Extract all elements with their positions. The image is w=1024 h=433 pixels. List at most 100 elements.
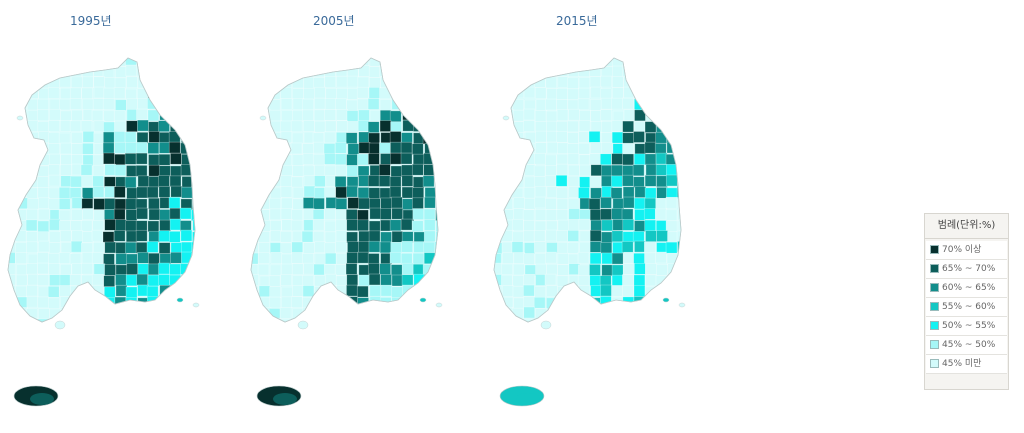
region-cell bbox=[302, 143, 315, 155]
region-cell bbox=[147, 274, 160, 287]
region-cell bbox=[600, 242, 613, 254]
region-cell bbox=[251, 176, 260, 188]
region-cell bbox=[568, 108, 580, 121]
region-cell bbox=[148, 121, 160, 134]
region-cell bbox=[368, 87, 381, 99]
korea-map-2005 bbox=[250, 57, 443, 407]
region-cell bbox=[334, 142, 347, 154]
region-cell bbox=[258, 317, 270, 322]
region-cell bbox=[148, 131, 161, 143]
region-cell bbox=[37, 262, 49, 275]
region-cell bbox=[26, 87, 39, 99]
region-cell bbox=[347, 241, 359, 253]
region-cell bbox=[60, 164, 72, 176]
region-cell bbox=[37, 220, 50, 233]
region-cell bbox=[556, 88, 568, 100]
region-cell bbox=[269, 187, 282, 200]
region-cell bbox=[8, 58, 16, 67]
region-cell bbox=[612, 76, 624, 88]
region-cell bbox=[280, 154, 292, 167]
region-cell bbox=[93, 76, 105, 89]
region-cell bbox=[502, 174, 514, 187]
region-cell bbox=[257, 88, 270, 100]
region-cell bbox=[494, 108, 502, 121]
region-cell bbox=[578, 307, 591, 320]
region-cell bbox=[104, 163, 117, 176]
region-cell bbox=[502, 131, 515, 144]
region-cell bbox=[412, 187, 425, 199]
region-cell bbox=[190, 76, 195, 89]
region-cell bbox=[280, 208, 293, 220]
region-cell bbox=[125, 198, 138, 211]
region-cell bbox=[578, 154, 591, 167]
region-cell bbox=[103, 87, 116, 100]
region-cell bbox=[291, 252, 304, 264]
region-cell bbox=[633, 285, 646, 297]
region-cell bbox=[412, 208, 425, 220]
region-cell bbox=[181, 275, 194, 288]
region-cell bbox=[633, 274, 646, 287]
region-cell bbox=[191, 98, 195, 110]
region-cell bbox=[8, 208, 17, 220]
region-cell bbox=[557, 142, 569, 155]
region-cell bbox=[523, 86, 536, 99]
region-cell bbox=[335, 318, 348, 322]
region-cell bbox=[158, 99, 170, 112]
region-cell bbox=[523, 186, 536, 199]
region-cell bbox=[170, 165, 182, 178]
region-cell bbox=[677, 164, 681, 177]
legend-label-45-50: 45% ~ 50% bbox=[942, 340, 996, 350]
region-cell bbox=[25, 231, 38, 243]
region-cell bbox=[92, 175, 105, 188]
region-cell bbox=[412, 197, 424, 210]
region-cell bbox=[600, 164, 613, 177]
region-cell bbox=[611, 175, 623, 188]
region-cell bbox=[655, 197, 668, 210]
region-cell bbox=[589, 153, 602, 166]
small-island bbox=[419, 297, 427, 303]
region-cell bbox=[534, 76, 546, 88]
region-cell bbox=[251, 77, 259, 90]
region-cell bbox=[258, 209, 270, 221]
region-cell bbox=[611, 296, 624, 309]
region-cell bbox=[546, 88, 559, 100]
region-cell bbox=[434, 77, 438, 89]
region-cell bbox=[677, 264, 681, 277]
region-cell bbox=[412, 252, 425, 265]
region-cell bbox=[136, 273, 149, 286]
region-cell bbox=[324, 252, 337, 265]
region-cell bbox=[191, 198, 195, 211]
region-cell bbox=[654, 143, 667, 155]
region-cell bbox=[48, 174, 61, 187]
region-cell bbox=[71, 131, 83, 144]
region-cell bbox=[324, 109, 337, 121]
region-cell bbox=[71, 230, 84, 242]
region-cell bbox=[545, 198, 557, 211]
region-cell bbox=[346, 274, 359, 286]
region-cell bbox=[58, 252, 71, 264]
region-cell bbox=[347, 197, 360, 209]
region-cell bbox=[494, 319, 502, 322]
region-cell bbox=[59, 263, 72, 276]
region-cell bbox=[70, 76, 83, 89]
region-cell bbox=[279, 307, 292, 320]
region-cell bbox=[358, 65, 370, 77]
region-cell bbox=[102, 58, 115, 68]
region-cell bbox=[665, 98, 678, 110]
region-cell bbox=[280, 164, 293, 177]
region-cell bbox=[26, 263, 38, 275]
region-cell bbox=[16, 296, 28, 309]
region-cell bbox=[147, 263, 160, 276]
region-cell bbox=[159, 219, 171, 232]
region-cell bbox=[401, 186, 414, 199]
region-cell bbox=[411, 163, 424, 176]
region-cell bbox=[434, 285, 438, 297]
region-cell bbox=[313, 109, 326, 122]
region-cell bbox=[347, 58, 359, 66]
region-cell bbox=[8, 99, 16, 111]
region-cell bbox=[402, 198, 414, 211]
region-cell bbox=[434, 318, 438, 322]
region-cell bbox=[280, 263, 293, 276]
region-cell bbox=[8, 109, 16, 122]
region-cell bbox=[677, 110, 681, 123]
